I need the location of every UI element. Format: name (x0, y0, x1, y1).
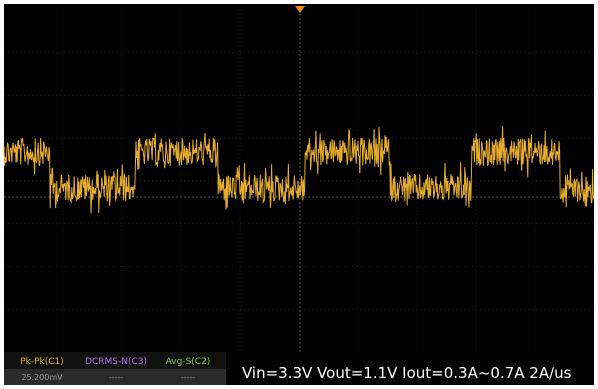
oscilloscope-screen: Pk-Pk(C1) DCRMS-N(C3) Avg-S(C2) 25.200mV… (0, 0, 598, 389)
measurement-label: Pk-Pk(C1) (20, 357, 64, 367)
measurement-label: Avg-S(C2) (166, 357, 211, 367)
measurement-label: DCRMS-N(C3) (85, 357, 147, 367)
measurement-value: ----- (109, 373, 124, 382)
caption: Vin=3.3V Vout=1.1V Iout=0.3A~0.7A 2A/us (242, 364, 572, 382)
measurement-value: 25.200mV (21, 373, 63, 382)
measurement-value: ----- (181, 373, 196, 382)
